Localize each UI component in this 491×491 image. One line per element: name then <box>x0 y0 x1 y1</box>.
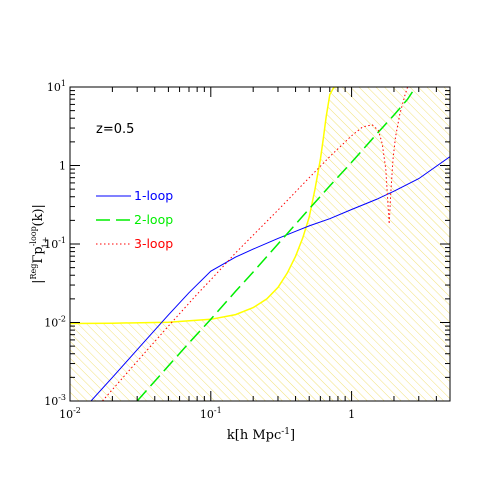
y-tick-label: 1 <box>59 160 66 173</box>
y-axis-label: |RegΓp-loop 1+ (k)| <box>29 204 50 284</box>
series-line-1-loop <box>90 156 450 401</box>
y-tick-label: 101 <box>47 79 66 94</box>
x-axis-label-main: k[h Mpc <box>227 428 281 443</box>
x-axis-label-exp: -1 <box>281 427 290 437</box>
x-tick-label: 1 <box>348 408 355 421</box>
x-axis-label: k[h Mpc-1] <box>227 427 295 443</box>
x-axis-label-close: ] <box>290 428 295 443</box>
y-tick-label: 10-1 <box>44 236 66 251</box>
series-line-2-loop <box>136 88 416 401</box>
legend: 1-loop 2-loop 3-loop <box>96 188 173 251</box>
y-axis-label-sub: 1+ <box>41 236 50 248</box>
series-layer <box>90 87 450 401</box>
y-axis-label-loop: -loop <box>29 226 38 246</box>
y-axis-label-post: (k)| <box>31 204 46 226</box>
redshift-annotation: z=0.5 <box>96 122 134 137</box>
legend-label-1-loop: 1-loop <box>134 188 173 203</box>
y-tick-label: 10-2 <box>44 315 66 330</box>
legend-label-3-loop: 3-loop <box>134 236 173 251</box>
y-axis-label-reg: Reg <box>29 264 38 280</box>
legend-label-2-loop: 2-loop <box>134 212 173 227</box>
y-tick-label: 10-3 <box>44 393 66 408</box>
x-tick-label: 10-2 <box>59 406 81 421</box>
x-tick-label: 10-1 <box>200 406 222 421</box>
plot-area <box>70 87 450 401</box>
y-axis-label-main: Γp <box>31 246 46 263</box>
tick-marks <box>69 86 451 402</box>
y-axis-label-pre: | <box>31 280 46 284</box>
